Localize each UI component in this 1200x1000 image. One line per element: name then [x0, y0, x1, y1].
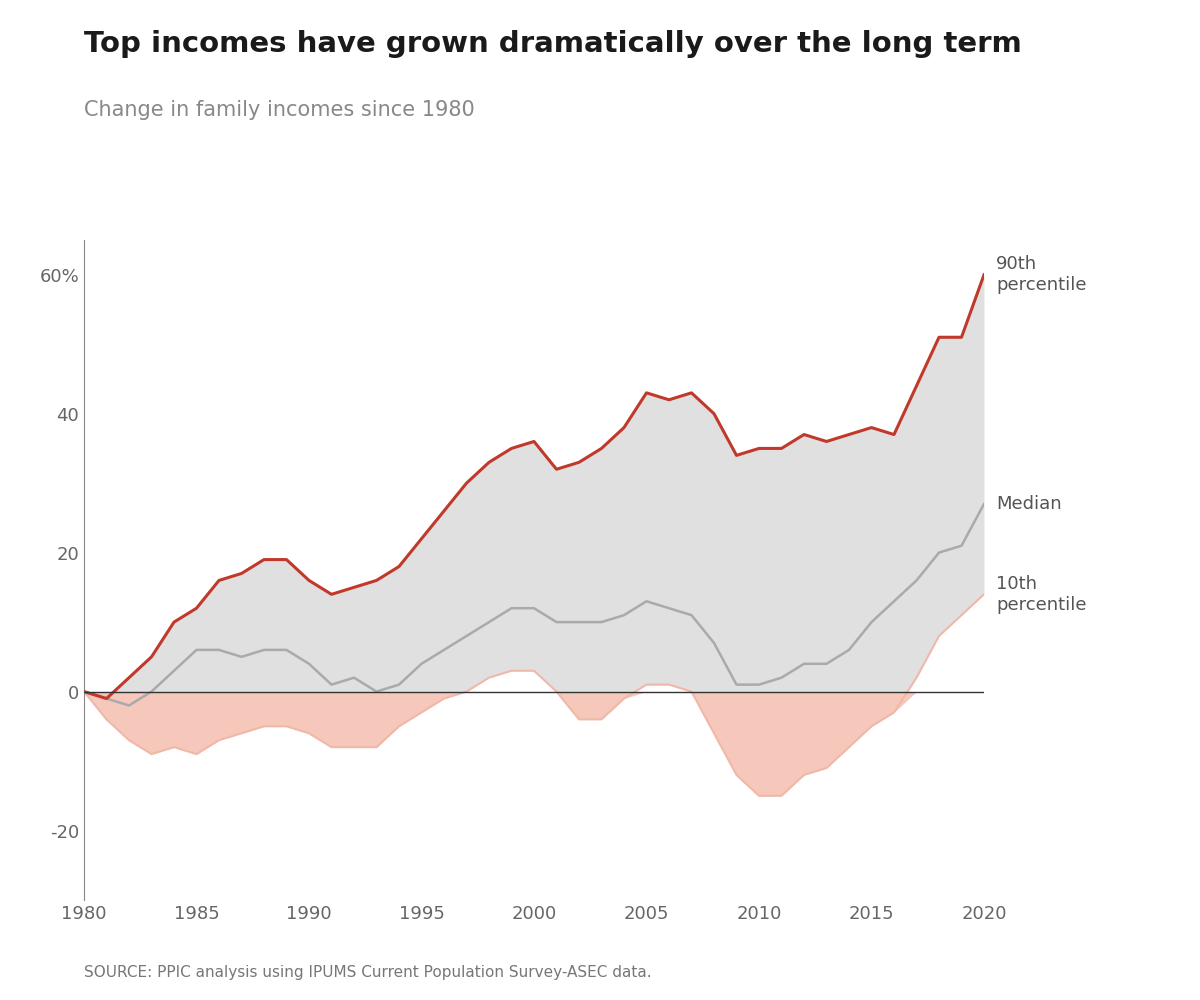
Text: Top incomes have grown dramatically over the long term: Top incomes have grown dramatically over…	[84, 30, 1021, 58]
Text: 10th
percentile: 10th percentile	[996, 575, 1086, 614]
Text: Median: Median	[996, 495, 1062, 513]
Text: Change in family incomes since 1980: Change in family incomes since 1980	[84, 100, 475, 120]
Text: SOURCE: PPIC analysis using IPUMS Current Population Survey-ASEC data.: SOURCE: PPIC analysis using IPUMS Curren…	[84, 965, 652, 980]
Text: 90th
percentile: 90th percentile	[996, 255, 1086, 294]
